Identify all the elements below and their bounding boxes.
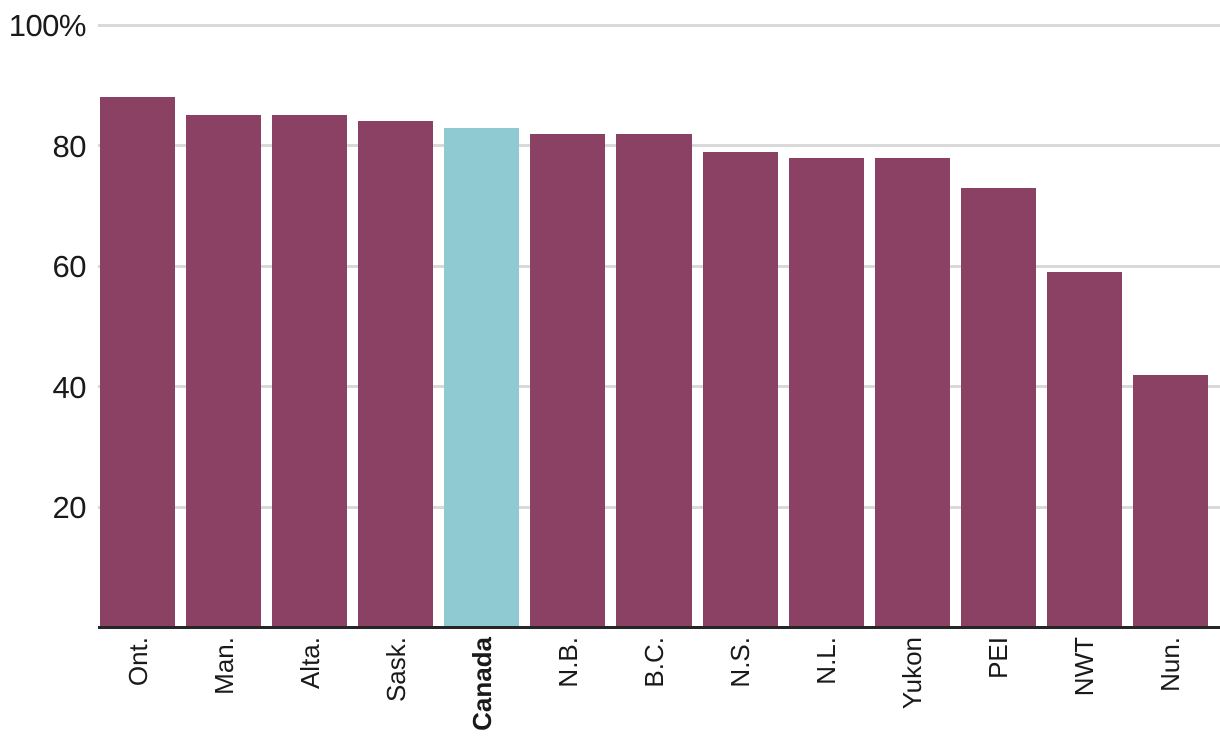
x-axis-label-nb: N.B. — [552, 637, 583, 688]
bar-nb — [530, 134, 606, 628]
x-axis-label-nl: N.L. — [811, 637, 842, 685]
y-axis-tick-label: 60 — [52, 249, 87, 285]
x-axis-label-bc: B.C. — [639, 637, 669, 688]
bar-yukon — [874, 158, 950, 628]
bar-ont — [100, 97, 176, 628]
gridline-100 — [98, 23, 1220, 27]
x-label-cell: N.S. — [703, 637, 778, 752]
x-axis-label-yukon: Yukon — [897, 637, 928, 710]
x-label-cell: Alta. — [272, 637, 347, 752]
x-axis-label-canada: Canada — [466, 637, 497, 731]
x-label-cell: Sask. — [358, 637, 433, 752]
bar-nun — [1132, 375, 1209, 628]
x-axis-label-sask: Sask. — [380, 637, 411, 703]
x-axis-label-nun: Nun. — [1155, 637, 1186, 692]
x-label-cell: PEI — [961, 637, 1036, 752]
x-label-cell: N.L. — [789, 637, 864, 752]
bar-pei — [960, 188, 1036, 628]
x-axis-label-pei: PEI — [983, 637, 1014, 679]
x-label-cell: Man. — [186, 637, 261, 752]
x-axis-labels: Ont. Man. Alta. Sask. Canada N.B. B.C. N.S. N.L.… — [100, 637, 1208, 752]
bar-alta — [272, 115, 348, 628]
bar-ns — [702, 152, 778, 628]
bar-man — [186, 115, 262, 628]
x-label-cell: Ont. — [100, 637, 175, 752]
x-label-cell: N.B. — [530, 637, 605, 752]
x-axis-label-nwt: NWT — [1069, 637, 1100, 697]
x-label-cell: NWT — [1047, 637, 1122, 752]
x-axis-line — [98, 626, 1220, 629]
bars-plot-area — [100, 25, 1209, 628]
x-label-cell: Nun. — [1133, 637, 1208, 752]
x-label-cell: Canada — [444, 637, 519, 752]
y-axis-tick-label: 40 — [52, 369, 87, 405]
bar-nwt — [1046, 272, 1122, 628]
x-axis-label-man: Man. — [208, 637, 239, 695]
bar-sask — [358, 121, 434, 628]
y-axis-tick-label: 20 — [52, 490, 87, 526]
y-axis-tick-label: 80 — [52, 128, 87, 164]
y-axis-tick-label: 100% — [8, 8, 87, 43]
x-axis-label-alta: Alta. — [294, 637, 325, 690]
x-label-cell: B.C. — [616, 637, 691, 752]
x-axis-label-ns: N.S. — [725, 637, 756, 688]
x-label-cell: Yukon — [875, 637, 950, 752]
bar-nl — [788, 158, 864, 628]
bar-canada — [444, 128, 520, 628]
bar-bc — [616, 134, 692, 628]
x-axis-label-ont: Ont. — [122, 637, 153, 687]
